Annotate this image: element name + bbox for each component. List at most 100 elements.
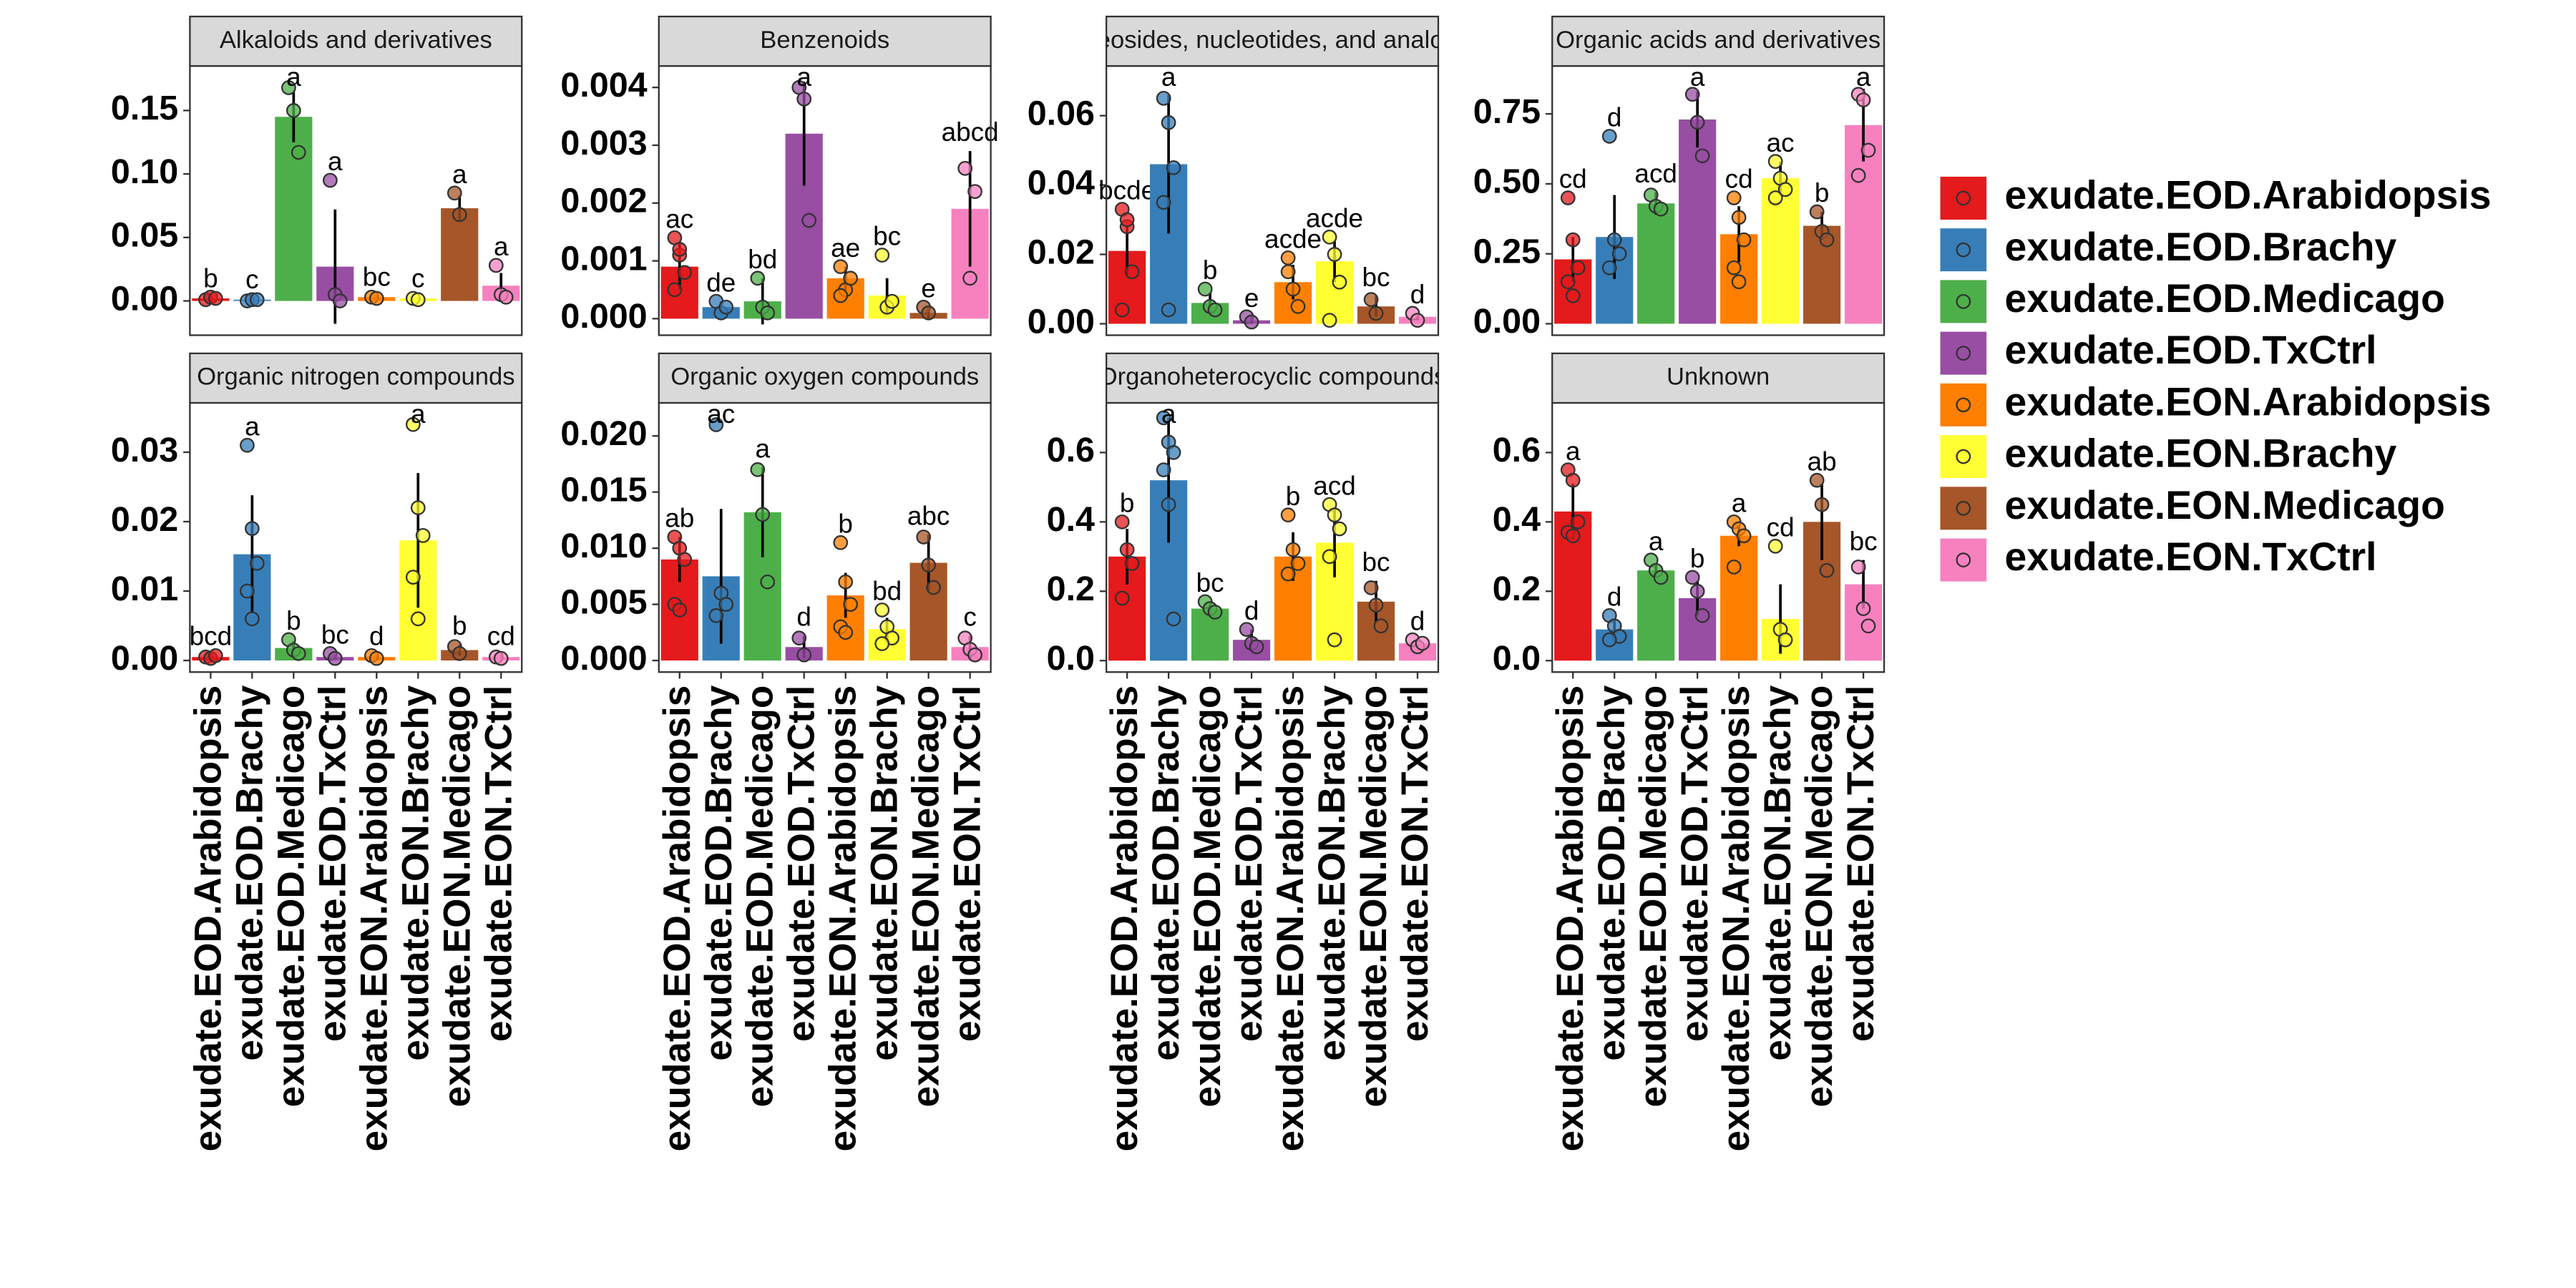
significance-letter: a [1732, 488, 1747, 517]
data-point [1327, 632, 1342, 648]
data-point [833, 288, 849, 303]
data-point [1694, 608, 1710, 623]
data-point [1166, 160, 1181, 175]
significance-letter: d [1607, 582, 1622, 611]
y-tick-label: 0.75 [1473, 92, 1541, 131]
data-point [410, 292, 426, 308]
significance-letter: ac [1767, 128, 1795, 157]
x-tick-label: exudate.EON.Arabidopsis [1269, 686, 1312, 1152]
data-point [1570, 260, 1586, 275]
data-point [677, 265, 693, 280]
data-point [967, 647, 982, 663]
data-point [874, 602, 890, 618]
data-point [1726, 190, 1742, 205]
data-point [1684, 87, 1700, 102]
significance-letter: acde [1306, 203, 1363, 233]
y-tick-label: 0.04 [1028, 163, 1095, 202]
data-point [1332, 521, 1347, 537]
x-tick-label: exudate.EON.Medicago [436, 686, 478, 1108]
panel-border [189, 65, 523, 336]
x-tick-label: exudate.EOD.Medicago [739, 686, 781, 1108]
data-point [1819, 232, 1835, 248]
data-point [1736, 232, 1752, 248]
y-tick-label: 0.003 [560, 124, 647, 162]
y-tick-label: 0.06 [1028, 94, 1095, 132]
strip-title: Unknown [1667, 364, 1770, 391]
data-point [1606, 232, 1622, 248]
strip-title: Organoheterocyclic compounds [1098, 364, 1447, 391]
significance-letter: d [1607, 103, 1622, 132]
data-point [1565, 288, 1581, 303]
x-tick-label: exudate.EOD.Brachy [698, 685, 740, 1060]
x-tick-label: exudate.EOD.TxCtrl [781, 686, 823, 1042]
data-point [1322, 313, 1337, 328]
data-point [833, 259, 849, 275]
legend-label: exudate.EOD.TxCtrl [2005, 328, 2377, 372]
significance-letter: cd [1725, 165, 1753, 194]
significance-letter: bc [1362, 547, 1390, 577]
data-point [1689, 583, 1705, 599]
data-point [1809, 204, 1825, 220]
x-tick-label: exudate.EOD.Arabidopsis [656, 686, 698, 1152]
data-point [1114, 302, 1130, 318]
significance-letter: bc [1362, 263, 1390, 292]
data-point [1611, 246, 1627, 262]
data-point [1694, 148, 1710, 164]
significance-letter: a [245, 411, 260, 441]
data-point [1280, 264, 1296, 280]
data-point [249, 292, 265, 308]
data-point [498, 289, 514, 305]
data-point [244, 611, 260, 627]
significance-letter: ae [831, 233, 860, 263]
data-point [1156, 91, 1171, 106]
legend-label: exudate.EON.Arabidopsis [2005, 379, 2492, 424]
strip [189, 352, 523, 404]
data-point [1767, 538, 1783, 554]
significance-letter: a [452, 160, 467, 189]
legend-point [1956, 552, 1971, 567]
significance-letter: bd [748, 245, 777, 274]
significance-letter: ab [1807, 447, 1837, 476]
data-point [1166, 445, 1181, 460]
significance-letter: a [1161, 62, 1176, 92]
significance-letter: d [1244, 596, 1259, 625]
y-tick-label: 0.010 [560, 527, 647, 565]
x-tick-label: exudate.EOD.Arabidopsis [187, 686, 229, 1152]
data-point [672, 242, 688, 257]
significance-letter: a [1649, 527, 1664, 556]
y-tick-label: 0.05 [111, 216, 178, 255]
significance-letter: bd [872, 577, 902, 606]
significance-letter: cd [1767, 512, 1795, 542]
panel-border [1551, 65, 1885, 336]
significance-letter: cd [1559, 165, 1587, 194]
y-tick-label: 0.000 [560, 297, 647, 336]
data-point [1814, 497, 1830, 512]
data-point [1860, 618, 1876, 634]
data-point [874, 248, 890, 263]
y-tick-label: 0.001 [560, 239, 647, 278]
legend-point [1956, 500, 1971, 516]
y-tick-label: 0.002 [560, 182, 647, 220]
significance-letter: b [1815, 178, 1830, 208]
data-point [291, 145, 306, 160]
data-point [1601, 632, 1617, 648]
data-point [1777, 182, 1793, 197]
data-point [1565, 528, 1581, 544]
data-point [957, 160, 973, 176]
y-tick-label: 0.015 [560, 470, 647, 509]
legend-point [1956, 346, 1971, 361]
data-point [760, 305, 776, 321]
legend-point [1956, 242, 1971, 258]
data-point [1689, 114, 1705, 130]
data-point [1565, 232, 1581, 248]
y-tick-label: 0.0 [1493, 639, 1541, 678]
significance-letter: de [706, 268, 736, 297]
data-point [1161, 114, 1176, 130]
significance-letter: b [203, 263, 218, 293]
y-tick-label: 0.15 [111, 89, 178, 127]
data-point [760, 574, 776, 590]
data-point [405, 570, 421, 585]
data-point [1767, 154, 1783, 170]
data-point [1114, 514, 1130, 530]
